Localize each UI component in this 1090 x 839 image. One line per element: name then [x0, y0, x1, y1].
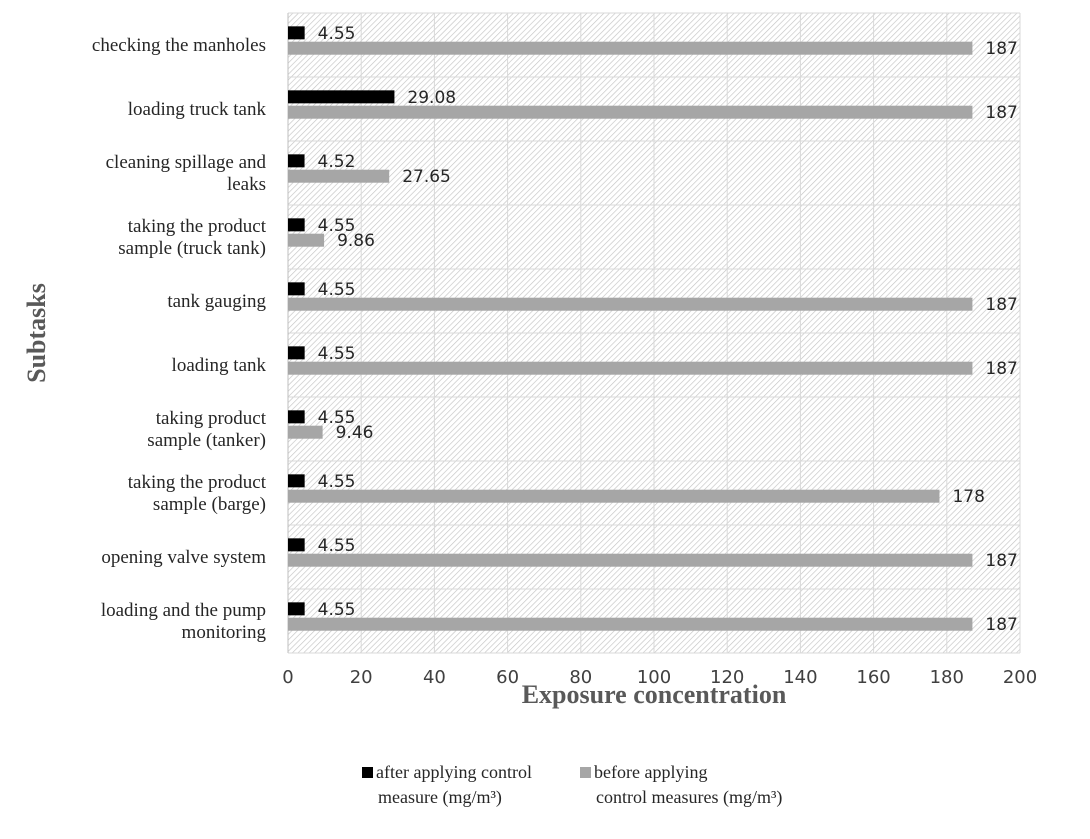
- after-control-bar: [288, 218, 305, 232]
- category-label: opening valve system: [101, 547, 266, 568]
- legend-swatch: [580, 767, 591, 778]
- category-label: taking the product sample (barge): [128, 472, 267, 515]
- legend-item: before applying control measures (mg/m³): [580, 762, 782, 808]
- after-control-data-label: 29.08: [407, 88, 456, 108]
- before-control-bar: [288, 297, 973, 311]
- x-tick-label: 100: [637, 667, 671, 688]
- after-control-data-label: 4.52: [318, 152, 356, 172]
- x-tick-label: 40: [423, 667, 446, 688]
- after-control-data-label: 4.55: [318, 280, 356, 300]
- before-control-bar: [288, 489, 940, 503]
- legend-swatch: [362, 767, 373, 778]
- x-tick-label: 20: [350, 667, 373, 688]
- after-control-bar: [288, 90, 395, 104]
- before-control-data-label: 27.65: [402, 167, 451, 187]
- category-label: loading tank: [172, 355, 267, 376]
- data-labels: 4.55 29.08 4.52 4.55 4.55 4.55 4.55 4.55 4.55 4.5…: [318, 24, 1018, 635]
- before-control-data-label: 187: [985, 551, 1017, 571]
- before-control-data-label: 178: [952, 487, 984, 507]
- legend-item: after applying control measure (mg/m³): [362, 762, 532, 808]
- category-label: loading and the pump monitoring: [101, 600, 267, 643]
- after-control-bar: [288, 154, 305, 168]
- category-label: checking the manholes: [92, 35, 266, 56]
- after-control-bar: [288, 602, 305, 616]
- x-tick-label: 0: [282, 667, 293, 688]
- category-label: taking product sample (tanker): [147, 408, 266, 451]
- y-axis-title: Subtasks: [22, 283, 51, 383]
- after-control-data-label: 4.55: [318, 408, 356, 428]
- before-control-data-label: 9.46: [336, 423, 374, 443]
- x-tick-label: 140: [783, 667, 817, 688]
- after-control-data-label: 4.55: [318, 24, 356, 44]
- category-label: cleaning spillage and leaks: [106, 152, 267, 195]
- before-control-bar: [288, 361, 973, 375]
- category-labels: checking the manholes loading truck tank c…: [92, 35, 267, 643]
- after-control-bar: [288, 282, 305, 296]
- after-control-data-label: 4.55: [318, 600, 356, 620]
- before-control-bar: [288, 105, 973, 119]
- before-control-data-label: 187: [985, 295, 1017, 315]
- x-tick-label: 80: [569, 667, 592, 688]
- x-axis-title: Exposure concentration: [522, 680, 787, 709]
- category-label: loading truck tank: [128, 99, 267, 120]
- legend-label: after applying control: [376, 762, 532, 782]
- before-control-bar: [288, 233, 325, 247]
- before-control-data-label: 187: [985, 39, 1017, 59]
- bars: [288, 26, 973, 631]
- before-control-bar: [288, 553, 973, 567]
- after-control-bar: [288, 26, 305, 40]
- category-label: tank gauging: [167, 291, 266, 312]
- before-control-bar: [288, 617, 973, 631]
- after-control-data-label: 4.55: [318, 216, 356, 236]
- after-control-bar: [288, 410, 305, 424]
- before-control-bar: [288, 425, 323, 439]
- before-control-data-label: 9.86: [337, 231, 375, 251]
- legend-label: control measures (mg/m³): [596, 787, 782, 808]
- before-control-data-label: 187: [985, 615, 1017, 635]
- before-control-data-label: 187: [985, 103, 1017, 123]
- x-tick-label: 60: [496, 667, 519, 688]
- before-control-bar: [288, 41, 973, 55]
- x-tick-labels: 0 20 40 60 80 100 120 140 160 180 200: [282, 667, 1037, 688]
- after-control-data-label: 4.55: [318, 344, 356, 364]
- category-label: taking the product sample (truck tank): [118, 216, 266, 259]
- legend: after applying control measure (mg/m³) bef…: [362, 762, 782, 808]
- x-tick-label: 120: [710, 667, 744, 688]
- legend-label: before applying: [594, 762, 707, 782]
- x-tick-label: 200: [1003, 667, 1037, 688]
- after-control-bar: [288, 474, 305, 488]
- x-tick-label: 160: [856, 667, 890, 688]
- after-control-data-label: 4.55: [318, 536, 356, 556]
- before-control-bar: [288, 169, 390, 183]
- after-control-bar: [288, 538, 305, 552]
- legend-label: measure (mg/m³): [378, 787, 502, 808]
- before-control-data-label: 187: [985, 359, 1017, 379]
- gridlines: [288, 12, 1021, 654]
- x-tick-label: 180: [930, 667, 964, 688]
- after-control-bar: [288, 346, 305, 360]
- after-control-data-label: 4.55: [318, 472, 356, 492]
